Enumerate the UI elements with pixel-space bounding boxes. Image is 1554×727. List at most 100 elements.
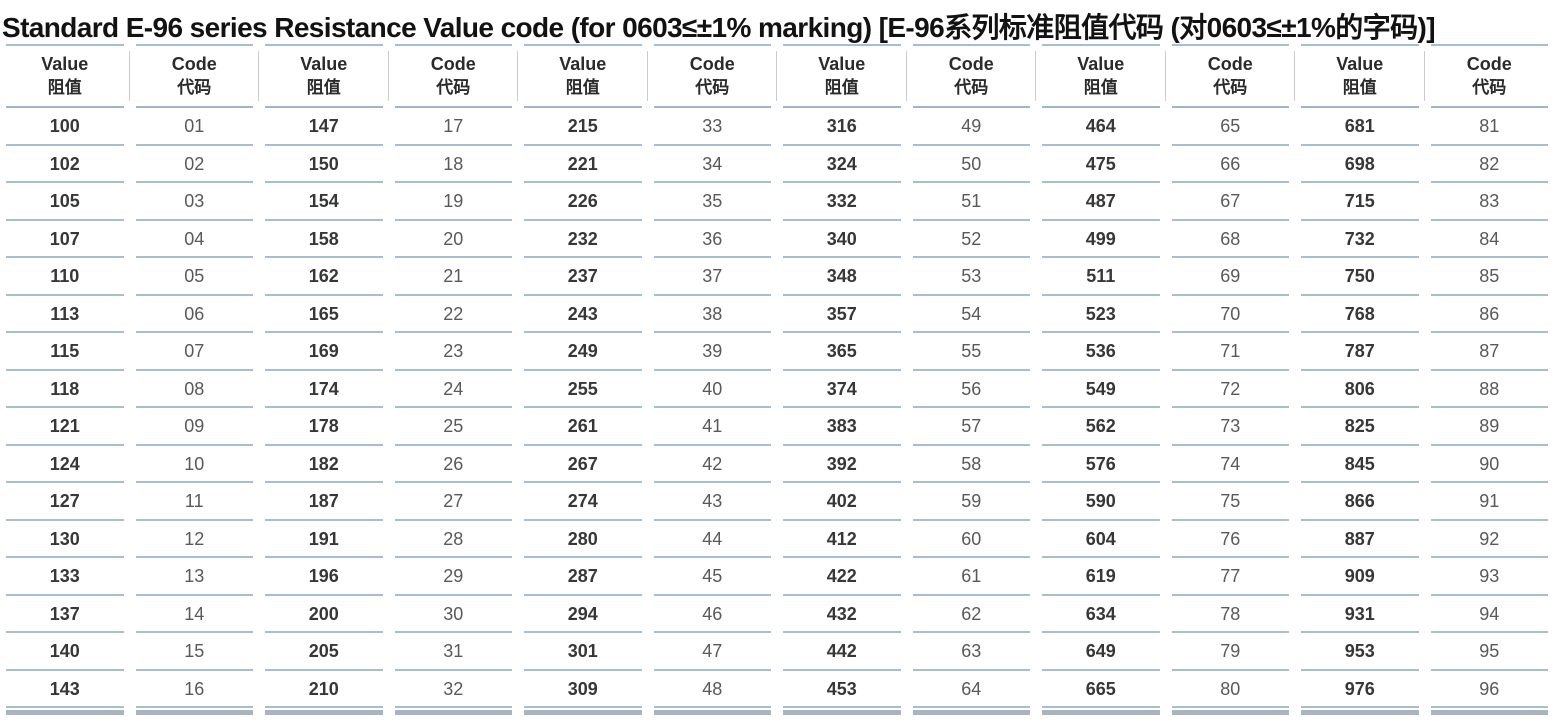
code-cell: 81 bbox=[1424, 108, 1554, 146]
value-column-header: Value 阻值 bbox=[518, 44, 648, 108]
code-cell: 11 bbox=[129, 483, 259, 521]
code-cell: 69 bbox=[1165, 258, 1295, 296]
code-cell: 78 bbox=[1165, 595, 1295, 633]
value-cell: 237 bbox=[518, 258, 648, 296]
code-cell: 53 bbox=[906, 258, 1036, 296]
value-cell: 118 bbox=[0, 370, 130, 408]
value-cell: 210 bbox=[259, 670, 389, 708]
value-cell: 357 bbox=[777, 295, 907, 333]
bottom-border-segment bbox=[906, 708, 1036, 717]
code-cell: 85 bbox=[1424, 258, 1554, 296]
code-cell: 25 bbox=[388, 408, 518, 446]
value-cell: 174 bbox=[259, 370, 389, 408]
bottom-border-segment bbox=[259, 708, 389, 717]
table-row: 102 02 150 18 221 34 324 50 475 66 698 82 bbox=[0, 145, 1554, 183]
code-cell: 93 bbox=[1424, 558, 1554, 596]
value-cell: 133 bbox=[0, 558, 130, 596]
header-label-zh: 代码 bbox=[695, 78, 730, 97]
value-cell: 562 bbox=[1036, 408, 1166, 446]
code-cell: 06 bbox=[129, 295, 259, 333]
value-cell: 110 bbox=[0, 258, 130, 296]
code-cell: 17 bbox=[388, 108, 518, 146]
bottom-border-segment bbox=[518, 708, 648, 717]
code-cell: 94 bbox=[1424, 595, 1554, 633]
code-cell: 82 bbox=[1424, 145, 1554, 183]
value-cell: 402 bbox=[777, 483, 907, 521]
value-cell: 196 bbox=[259, 558, 389, 596]
value-cell: 619 bbox=[1036, 558, 1166, 596]
code-cell: 35 bbox=[647, 183, 777, 221]
value-cell: 698 bbox=[1295, 145, 1425, 183]
code-cell: 88 bbox=[1424, 370, 1554, 408]
header-label-zh: 阻值 bbox=[47, 78, 82, 97]
code-cell: 38 bbox=[647, 295, 777, 333]
code-cell: 67 bbox=[1165, 183, 1295, 221]
value-cell: 909 bbox=[1295, 558, 1425, 596]
code-cell: 68 bbox=[1165, 220, 1295, 258]
code-cell: 57 bbox=[906, 408, 1036, 446]
value-cell: 715 bbox=[1295, 183, 1425, 221]
value-column-header: Value 阻值 bbox=[0, 44, 130, 108]
table-row: 127 11 187 27 274 43 402 59 590 75 866 91 bbox=[0, 483, 1554, 521]
bottom-border-row bbox=[0, 708, 1554, 717]
code-cell: 83 bbox=[1424, 183, 1554, 221]
code-cell: 43 bbox=[647, 483, 777, 521]
value-cell: 143 bbox=[0, 670, 130, 708]
value-cell: 249 bbox=[518, 333, 648, 371]
code-cell: 04 bbox=[129, 220, 259, 258]
value-cell: 732 bbox=[1295, 220, 1425, 258]
value-cell: 392 bbox=[777, 445, 907, 483]
code-cell: 02 bbox=[129, 145, 259, 183]
value-cell: 825 bbox=[1295, 408, 1425, 446]
code-cell: 91 bbox=[1424, 483, 1554, 521]
value-cell: 187 bbox=[259, 483, 389, 521]
code-cell: 29 bbox=[388, 558, 518, 596]
value-cell: 124 bbox=[0, 445, 130, 483]
code-cell: 56 bbox=[906, 370, 1036, 408]
value-cell: 576 bbox=[1036, 445, 1166, 483]
value-cell: 165 bbox=[259, 295, 389, 333]
header-label-en: Code bbox=[430, 54, 476, 74]
header-label-en: Code bbox=[171, 54, 217, 74]
value-cell: 154 bbox=[259, 183, 389, 221]
header-label-zh: 代码 bbox=[1213, 78, 1248, 97]
value-cell: 604 bbox=[1036, 520, 1166, 558]
code-cell: 62 bbox=[906, 595, 1036, 633]
value-cell: 137 bbox=[0, 595, 130, 633]
value-cell: 158 bbox=[259, 220, 389, 258]
bottom-border-segment bbox=[129, 708, 259, 717]
value-cell: 115 bbox=[0, 333, 130, 371]
bottom-border-segment bbox=[388, 708, 518, 717]
value-cell: 267 bbox=[518, 445, 648, 483]
value-cell: 634 bbox=[1036, 595, 1166, 633]
header-label-zh: 代码 bbox=[436, 78, 471, 97]
header-label-en: Value bbox=[1077, 54, 1125, 74]
value-cell: 649 bbox=[1036, 633, 1166, 671]
code-cell: 60 bbox=[906, 520, 1036, 558]
code-cell: 52 bbox=[906, 220, 1036, 258]
table-row: 113 06 165 22 243 38 357 54 523 70 768 86 bbox=[0, 295, 1554, 333]
header-label-zh: 阻值 bbox=[565, 78, 600, 97]
table-row: 133 13 196 29 287 45 422 61 619 77 909 93 bbox=[0, 558, 1554, 596]
code-cell: 37 bbox=[647, 258, 777, 296]
code-cell: 32 bbox=[388, 670, 518, 708]
code-cell: 18 bbox=[388, 145, 518, 183]
table-row: 100 01 147 17 215 33 316 49 464 65 681 81 bbox=[0, 108, 1554, 146]
code-cell: 71 bbox=[1165, 333, 1295, 371]
table-row: 140 15 205 31 301 47 442 63 649 79 953 95 bbox=[0, 633, 1554, 671]
code-cell: 05 bbox=[129, 258, 259, 296]
code-column-header: Code 代码 bbox=[1165, 44, 1295, 108]
code-cell: 28 bbox=[388, 520, 518, 558]
table-row: 107 04 158 20 232 36 340 52 499 68 732 84 bbox=[0, 220, 1554, 258]
header-label-zh: 阻值 bbox=[306, 78, 341, 97]
table-row: 137 14 200 30 294 46 432 62 634 78 931 94 bbox=[0, 595, 1554, 633]
value-cell: 113 bbox=[0, 295, 130, 333]
code-cell: 70 bbox=[1165, 295, 1295, 333]
value-cell: 243 bbox=[518, 295, 648, 333]
value-cell: 169 bbox=[259, 333, 389, 371]
value-cell: 105 bbox=[0, 183, 130, 221]
code-column-header: Code 代码 bbox=[906, 44, 1036, 108]
code-cell: 12 bbox=[129, 520, 259, 558]
code-cell: 45 bbox=[647, 558, 777, 596]
code-cell: 14 bbox=[129, 595, 259, 633]
